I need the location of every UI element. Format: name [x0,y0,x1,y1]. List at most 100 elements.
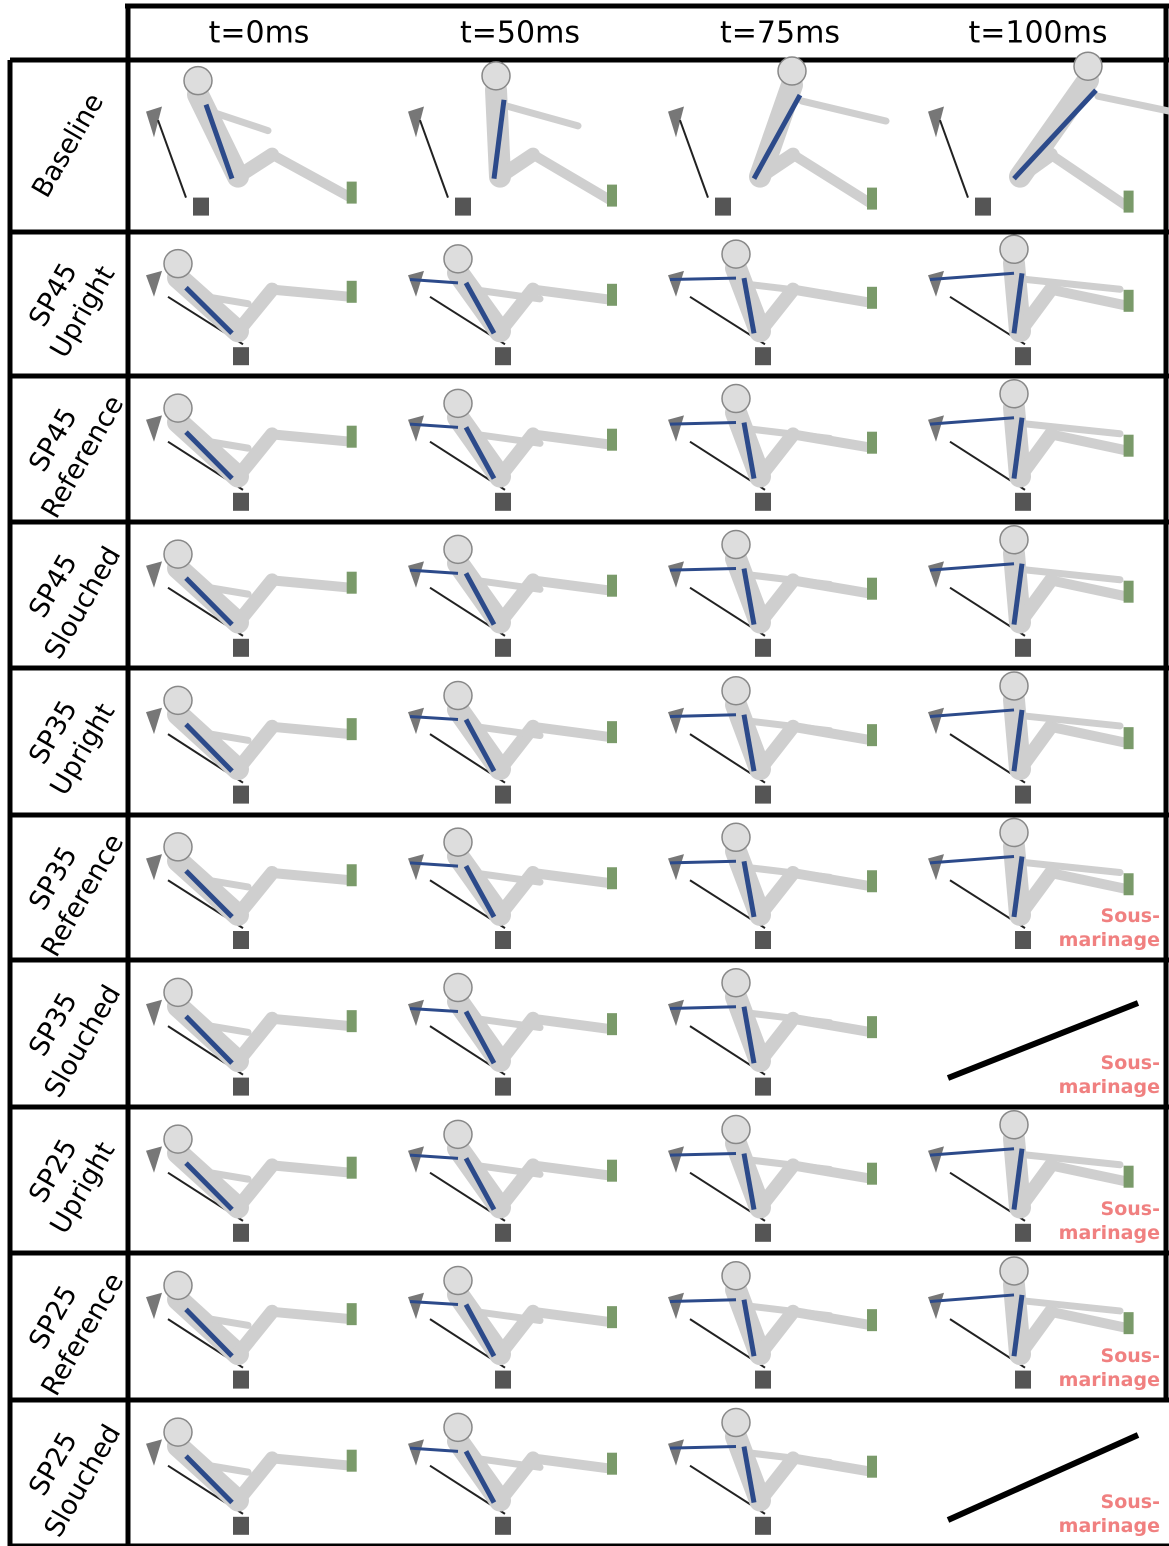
foot [607,867,617,890]
seat-base [715,197,731,216]
foot [1123,434,1134,457]
belt-webbing [409,715,459,722]
body-segment [1045,1160,1133,1187]
anchor [668,270,684,297]
anchor [408,106,424,138]
foot [1123,1165,1134,1188]
belt-webbing [929,562,1015,572]
head [443,244,473,274]
foot [607,721,617,744]
body-segment [1020,275,1124,293]
foot [607,1013,617,1036]
crossed-cell [946,1432,1140,1523]
body-segment [1045,868,1133,895]
body-segment [528,1160,616,1181]
dummy-figure [928,378,1134,511]
foot [346,1010,357,1033]
dummy-figure [408,534,617,657]
body-segment [753,147,800,184]
body-segment [184,1165,252,1183]
dummy-figure [146,248,357,366]
head [443,534,473,565]
body-segment [464,1160,544,1178]
body-segment [464,868,544,886]
dummy-figure [408,1265,617,1389]
seat-base [1015,1370,1031,1389]
seat-base [193,197,209,216]
head [443,972,473,1003]
belt-webbing [669,1298,737,1304]
anchor [668,106,684,138]
seat-base [755,785,771,804]
anchor [146,415,162,442]
dummy-figure [146,393,357,511]
body-segment [753,1158,800,1215]
body-segment [231,282,280,339]
body-segment [1045,284,1133,311]
belt-webbing [669,1445,737,1450]
belt [1011,1148,1025,1210]
belt [741,1153,757,1210]
foot [346,425,357,448]
belt [741,568,757,625]
head [163,685,193,716]
anchor [408,999,424,1027]
dummy-figure [146,832,357,949]
body-segment [184,434,252,452]
belt-webbing [409,1300,459,1307]
seat-base [233,492,249,511]
belt-webbing [929,855,1015,865]
body-segment [184,873,252,891]
belt [463,572,497,626]
body-segment [1013,866,1058,922]
foot [1123,727,1134,750]
seat-back [939,119,969,198]
anchor [928,854,944,881]
dummy-figure [668,1114,877,1242]
anchor [668,854,684,881]
head [999,671,1029,701]
dummy-figure [928,51,1169,216]
anchor [668,1146,684,1173]
body-segment [267,284,356,302]
foot [607,1306,617,1329]
anchor [408,1146,424,1173]
anchor [146,561,162,588]
anchor [408,707,424,735]
annotation: Sous- [1101,1052,1160,1074]
body-segment [528,1453,616,1474]
body-segment [528,1013,616,1035]
anchor [668,561,684,588]
foot [346,280,357,303]
foot [867,577,877,600]
seat-base [755,1516,771,1535]
belt-webbing [669,1152,737,1157]
belt [184,869,234,919]
foot [867,1455,877,1478]
body-segment [493,147,540,184]
body-segment [1013,1158,1058,1215]
body-segment [1045,149,1133,212]
foot [867,187,877,210]
body-segment [528,868,616,889]
body-segment [184,1018,252,1036]
body-segment [753,866,800,922]
head [163,1270,193,1301]
belt [184,430,234,481]
anchor [668,1292,684,1320]
anchor [928,1292,944,1320]
body-segment [742,1449,834,1467]
seat-base [755,1370,771,1389]
dummy-figure [668,1260,877,1389]
seat-base [755,1223,771,1242]
seat-base [233,1370,249,1389]
belt [184,1014,234,1065]
seat-base [455,197,471,216]
body-segment [267,1160,356,1178]
belt-webbing [929,271,1015,282]
belt-webbing [409,568,459,575]
anchor [668,1439,684,1466]
